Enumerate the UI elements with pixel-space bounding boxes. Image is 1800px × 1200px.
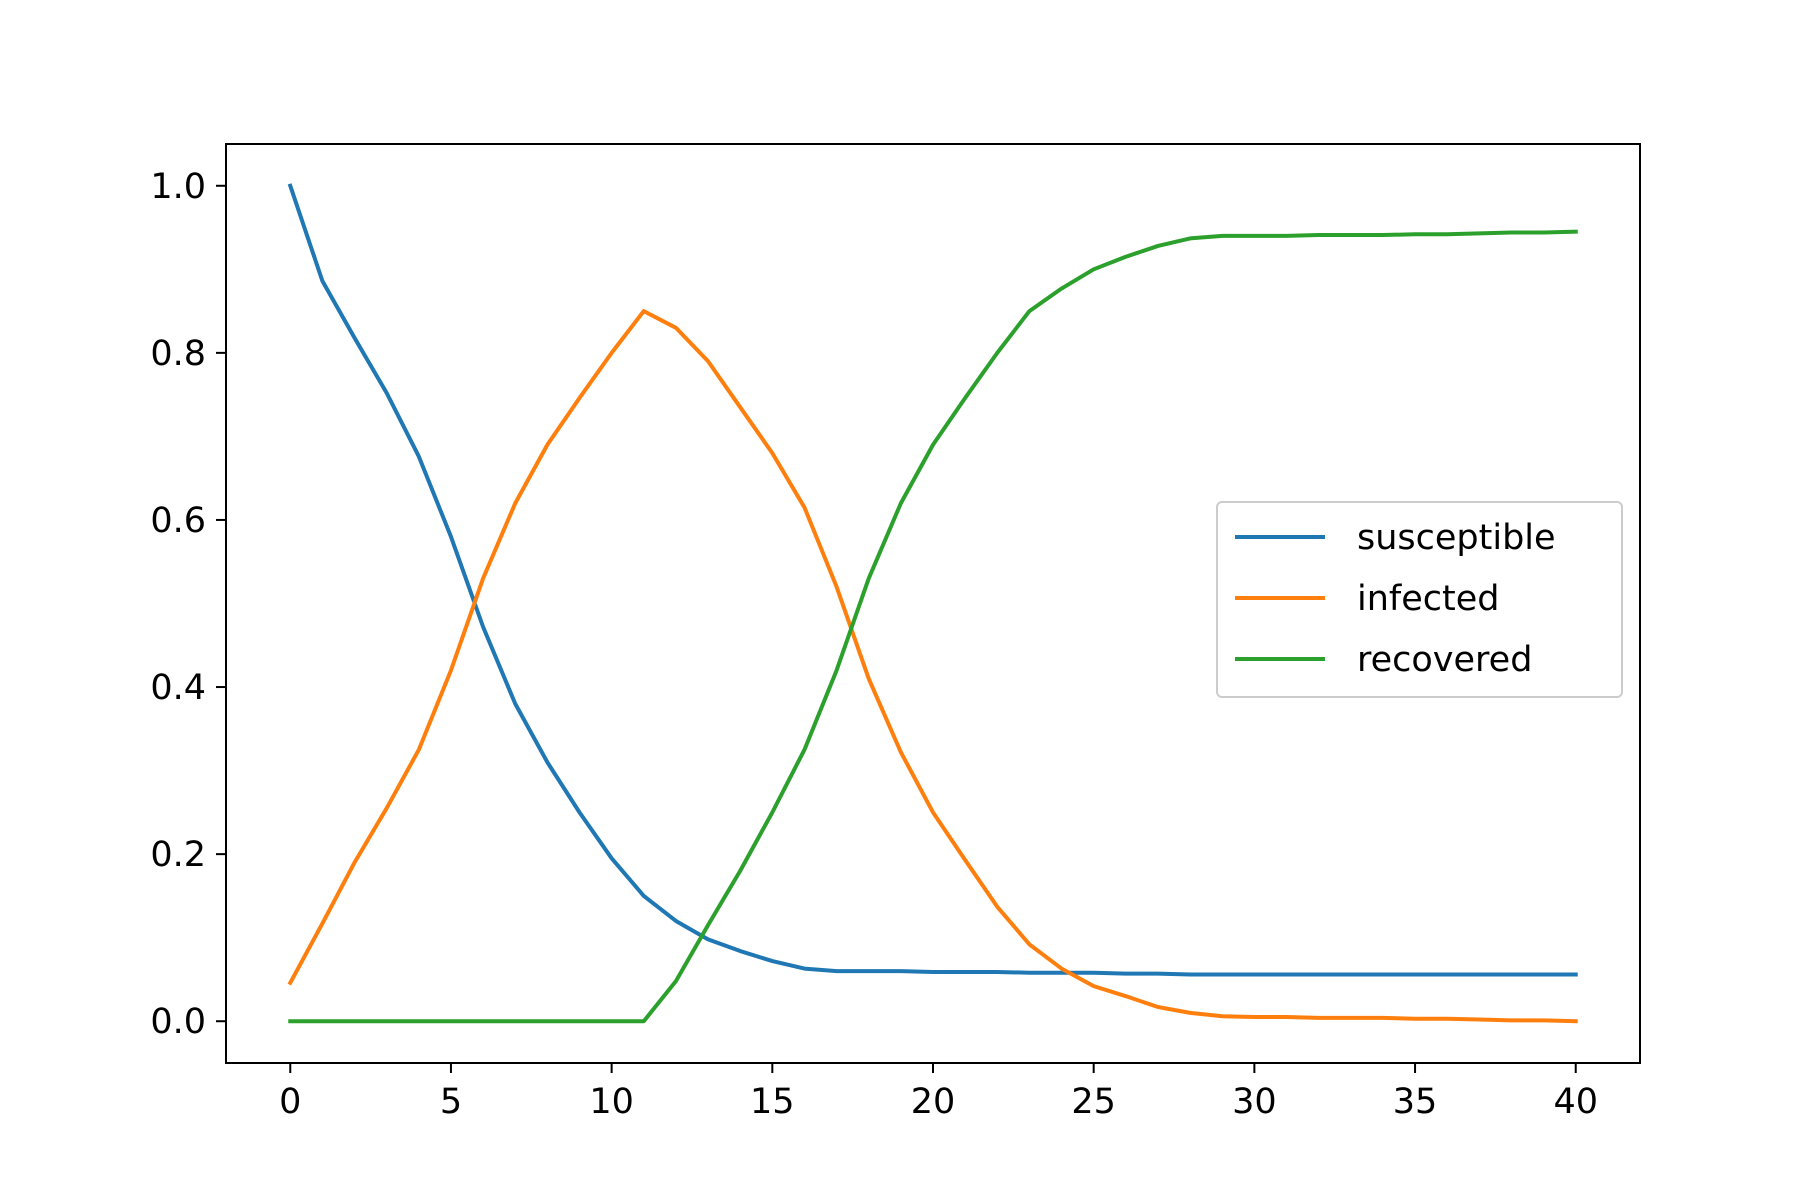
x-axis: 0 5 10 15 20 25 30 35 40 bbox=[279, 1063, 1598, 1122]
y-tick-label: 0.8 bbox=[150, 334, 206, 374]
series-line-susceptible bbox=[287, 183, 1578, 977]
series-layer bbox=[287, 183, 1578, 1024]
y-tick-label: 0.0 bbox=[150, 1002, 206, 1042]
x-tick-label: 35 bbox=[1393, 1082, 1438, 1122]
y-axis: 0.0 0.2 0.4 0.6 0.8 1.0 bbox=[150, 167, 226, 1042]
y-tick-label: 0.2 bbox=[150, 835, 206, 875]
legend-box bbox=[1216, 501, 1623, 698]
series-line-recovered bbox=[288, 229, 1578, 1024]
x-tick-label: 20 bbox=[911, 1082, 956, 1122]
y-tick-label: 1.0 bbox=[150, 167, 206, 207]
y-tick-label: 0.4 bbox=[150, 668, 206, 708]
legend-label-susceptible: susceptible bbox=[1357, 518, 1556, 558]
series-line-infected bbox=[287, 309, 1578, 1024]
x-tick-label: 25 bbox=[1071, 1082, 1116, 1122]
x-tick-label: 15 bbox=[750, 1082, 795, 1122]
x-tick-label: 10 bbox=[589, 1082, 634, 1122]
x-tick-label: 5 bbox=[440, 1082, 462, 1122]
legend-label-recovered: recovered bbox=[1357, 640, 1532, 680]
x-tick-label: 40 bbox=[1553, 1082, 1598, 1122]
x-tick-label: 30 bbox=[1232, 1082, 1277, 1122]
legend: susceptible infected recovered bbox=[1216, 501, 1623, 698]
y-tick-label: 0.6 bbox=[150, 501, 206, 541]
x-tick-label: 0 bbox=[279, 1082, 301, 1122]
legend-label-infected: infected bbox=[1357, 579, 1499, 619]
